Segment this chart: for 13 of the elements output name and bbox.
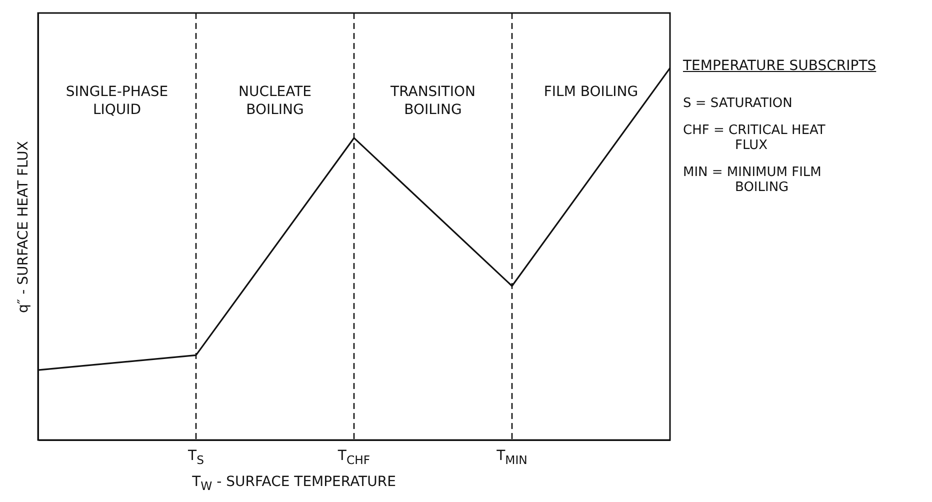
annotation: TRANSITION BOILING [390,84,476,118]
x-tick-label: T$_{MIN}$ [496,448,528,467]
x-tick-label: T$_{CHF}$ [338,448,370,467]
text: MIN = MINIMUM FILM BOILING [683,165,822,195]
x-axis-title: T$_{W}$ - SURFACE TEMPERATURE [192,474,396,493]
text: S = SATURATION [683,96,794,111]
x-tick-label: T$_{S}$ [188,448,204,467]
annotation: FILM BOILING [544,84,638,100]
annotation: NUCLEATE BOILING [238,84,312,118]
annotation: SINGLE-PHASE LIQUID [66,84,168,118]
y-axis-title: q″ - SURFACE HEAT FLUX [16,140,32,313]
text: CHF = CRITICAL HEAT FLUX [683,123,826,153]
text: TEMPERATURE SUBSCRIPTS [683,58,876,74]
